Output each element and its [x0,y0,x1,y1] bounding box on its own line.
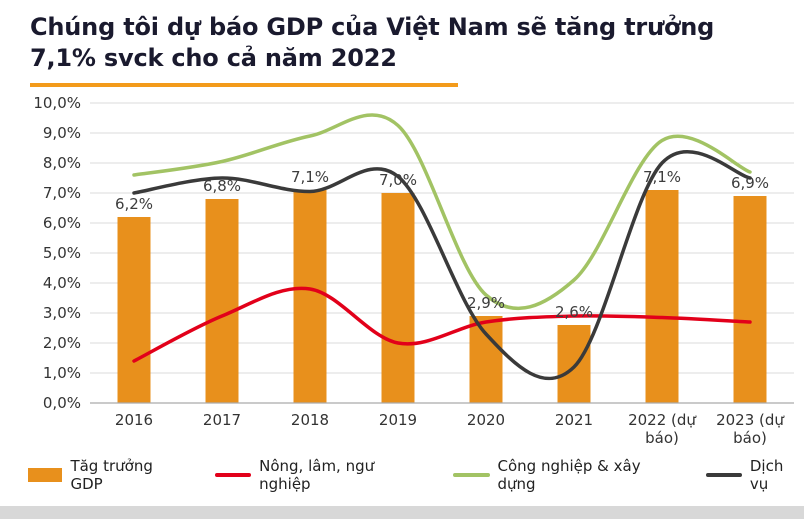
legend-label-gdp: Tăg trưởng GDP [70,457,153,494]
y-axis-tick: 9,0% [43,124,81,142]
gdp-bar [205,199,239,404]
x-axis-label: 2016 [115,411,153,429]
agriculture-line-swatch [214,473,252,478]
legend-label-agriculture: Nông, lâm, ngư nghiệp [259,457,375,494]
legend-item-gdp: Tăg trưởng GDP [28,457,185,493]
page-title-line2: 7,1% svck cho cả năm 2022 [30,44,397,73]
services-line [132,150,752,381]
services-line-swatch [705,473,742,478]
gdp-bar-swatch [28,468,63,483]
legend-item-services: Dịch vụ [705,457,804,494]
industry-line [132,113,752,311]
gdp-bar [645,190,679,404]
y-axis-tick: 2,0% [43,334,81,352]
chart-legend: Tăg trưởng GDP Nông, lâm, ngư nghiệp Côn… [0,457,804,493]
y-axis-tick: 6,0% [43,214,81,232]
legend-label-industry: Công nghiệp & xây dựng [497,457,641,494]
gdp-chart: 0,0% 1,0% 2,0% 3,0% 4,0% 5,0% 6,0% 7,0% 8,0% 9,0%… [33,94,794,447]
footer-strip [0,506,804,519]
x-axis-label: 2023 (dự báo) [716,411,785,447]
bar-value-label: 7,1% [643,168,681,186]
bar-value-label: 6,8% [203,177,241,195]
x-axis-label: 2017 [203,411,241,429]
y-axis-tick: 7,0% [43,184,81,202]
page-title-line1: Chúng tôi dự báo GDP của Việt Nam sẽ tăn… [30,13,715,41]
y-axis-tick: 5,0% [43,244,81,262]
bar-value-label: 7,0% [379,171,417,189]
x-axis-label: 2019 [379,411,417,429]
y-axis-tick: 1,0% [43,364,81,382]
gdp-bar [117,217,151,404]
agriculture-line [132,286,752,364]
y-axis-tick: 3,0% [43,304,81,322]
legend-item-agriculture: Nông, lâm, ngư nghiệp [214,457,423,494]
x-axis-label: 2018 [291,411,329,429]
report-header: Chúng tôi dự báo GDP của Việt Nam sẽ tăn… [0,0,804,74]
bar-value-label: 7,1% [291,168,329,186]
x-axis-label: 2021 [555,411,593,429]
x-axis-label: 2022 (dự báo) [628,411,697,447]
gdp-bar [733,196,767,404]
gdp-bar [293,190,327,404]
y-axis-tick: 10,0% [33,94,81,112]
y-axis-tick: 8,0% [43,154,81,172]
gdp-bar [557,325,591,404]
bar-value-label: 6,9% [731,174,769,192]
bar-value-label: 2,9% [467,294,505,312]
bar-value-label: 6,2% [115,195,153,213]
legend-item-industry: Công nghiệp & xây dựng [453,457,675,493]
industry-line-swatch [453,473,490,478]
legend-label-services: Dịch vụ [749,457,784,494]
bar-value-label: 2,6% [555,303,593,321]
chart-area: 0,0% 1,0% 2,0% 3,0% 4,0% 5,0% 6,0% 7,0% 8,0% 9,0%… [0,89,804,455]
gdp-bar [381,193,415,404]
gdp-bar [469,316,503,404]
accent-divider [30,83,458,88]
x-axis-label: 2020 [467,411,505,429]
y-axis-tick: 0,0% [43,394,81,412]
y-axis-tick: 4,0% [43,274,81,292]
